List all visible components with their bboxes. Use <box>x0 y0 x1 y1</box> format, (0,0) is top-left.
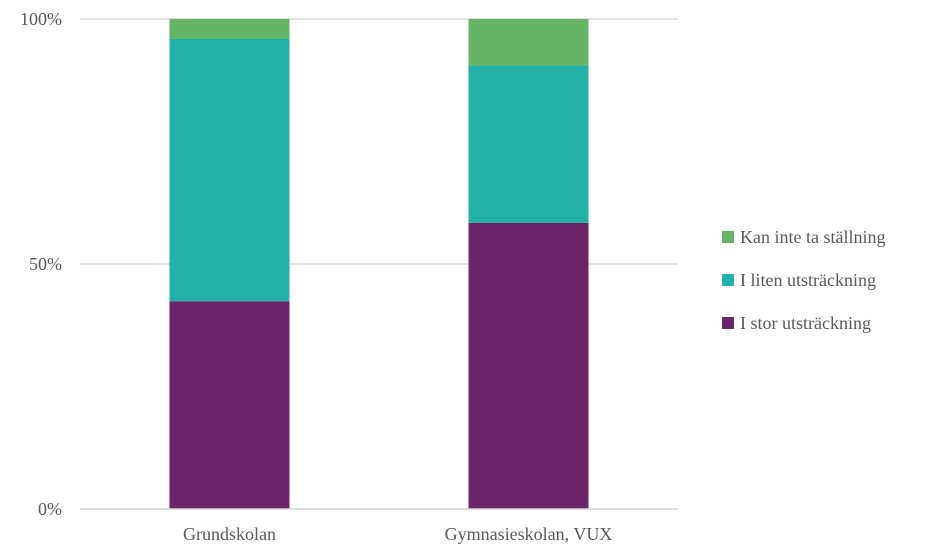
legend-swatch <box>722 231 734 243</box>
legend-label: I stor utsträckning <box>740 313 871 333</box>
legend-label: I liten utsträckning <box>740 270 876 290</box>
x-category-label: Gymnasieskolan, VUX <box>445 524 613 544</box>
bar-segment <box>468 19 589 66</box>
bar-segment <box>169 19 290 39</box>
bar-segment <box>468 222 589 509</box>
x-axis: Grundskolan Gymnasieskolan, VUX <box>80 508 678 544</box>
legend-label: Kan inte ta ställning <box>740 227 885 247</box>
bar-segment <box>468 65 589 223</box>
legend: Kan inte ta ställning I liten utsträcknin… <box>722 227 885 333</box>
y-tick-label: 50% <box>29 254 62 274</box>
bar-segment <box>169 301 290 509</box>
y-axis-tick-labels: 0% 50% 100% <box>20 9 62 519</box>
bar-segment <box>169 38 290 302</box>
y-tick-label: 0% <box>38 499 62 519</box>
legend-swatch <box>722 274 734 286</box>
y-tick-label: 100% <box>20 9 62 29</box>
legend-swatch <box>722 317 734 329</box>
x-category-label: Grundskolan <box>183 524 276 544</box>
bars <box>169 19 589 509</box>
